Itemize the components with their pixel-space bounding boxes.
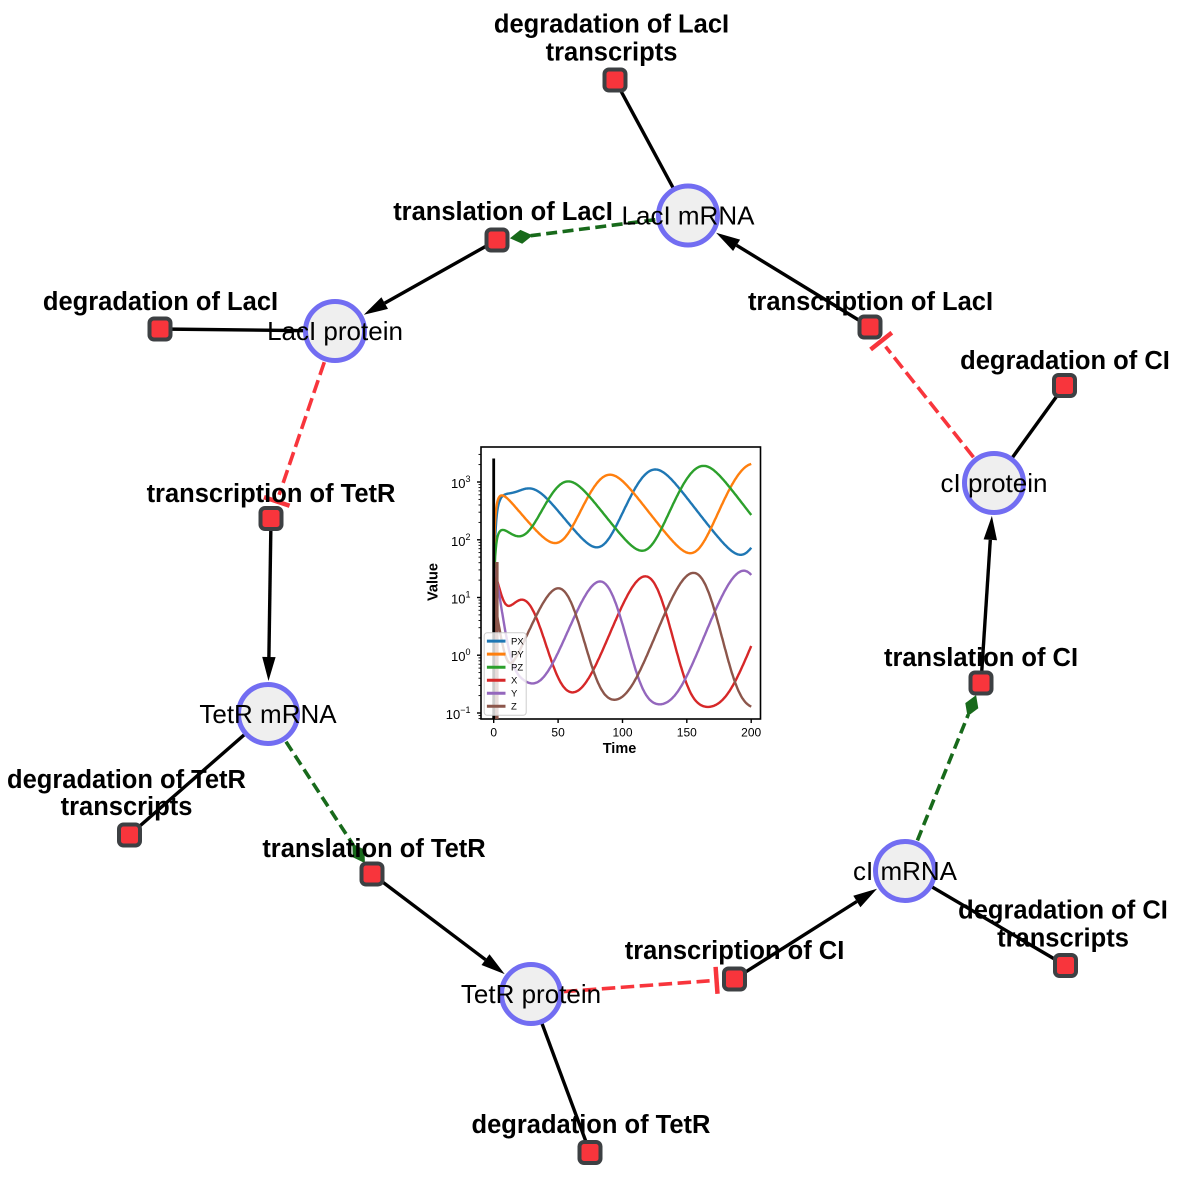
svg-text:translation of TetR: translation of TetR [262, 835, 485, 863]
svg-text:translation of CI: translation of CI [884, 644, 1078, 672]
svg-text:X: X [511, 676, 518, 687]
svg-text:150: 150 [677, 726, 697, 740]
svg-text:0: 0 [490, 726, 497, 740]
svg-text:transcription of LacI: transcription of LacI [748, 288, 993, 316]
svg-text:PX: PX [511, 637, 524, 648]
svg-text:degradation of LacI: degradation of LacI [494, 11, 729, 39]
svg-text:PY: PY [511, 650, 524, 661]
svg-text:Value: Value [426, 563, 442, 601]
svg-text:transcription of TetR: transcription of TetR [147, 480, 396, 508]
svg-text:LacI protein: LacI protein [267, 316, 403, 346]
svg-text:50: 50 [551, 726, 565, 740]
svg-text:degradation of TetR: degradation of TetR [472, 1111, 711, 1139]
svg-text:transcripts: transcripts [546, 39, 678, 67]
svg-text:degradation of TetR: degradation of TetR [7, 766, 246, 794]
svg-text:transcripts: transcripts [997, 925, 1129, 953]
svg-text:transcription of CI: transcription of CI [625, 937, 845, 965]
svg-text:LacI mRNA: LacI mRNA [622, 201, 756, 231]
svg-text:degradation of LacI: degradation of LacI [43, 288, 278, 316]
svg-text:Time: Time [603, 741, 637, 757]
svg-text:100: 100 [612, 726, 632, 740]
svg-text:cI protein: cI protein [941, 468, 1048, 498]
svg-text:degradation of CI: degradation of CI [960, 347, 1170, 375]
svg-text:cI mRNA: cI mRNA [853, 856, 958, 886]
svg-text:Z: Z [511, 702, 517, 713]
svg-text:translation of LacI: translation of LacI [393, 198, 613, 226]
svg-text:transcripts: transcripts [61, 793, 193, 821]
svg-text:TetR protein: TetR protein [461, 979, 601, 1009]
svg-text:degradation of CI: degradation of CI [958, 897, 1168, 925]
svg-text:200: 200 [741, 726, 761, 740]
svg-text:PZ: PZ [511, 663, 523, 674]
svg-text:Y: Y [511, 689, 518, 700]
svg-text:TetR mRNA: TetR mRNA [199, 699, 337, 729]
